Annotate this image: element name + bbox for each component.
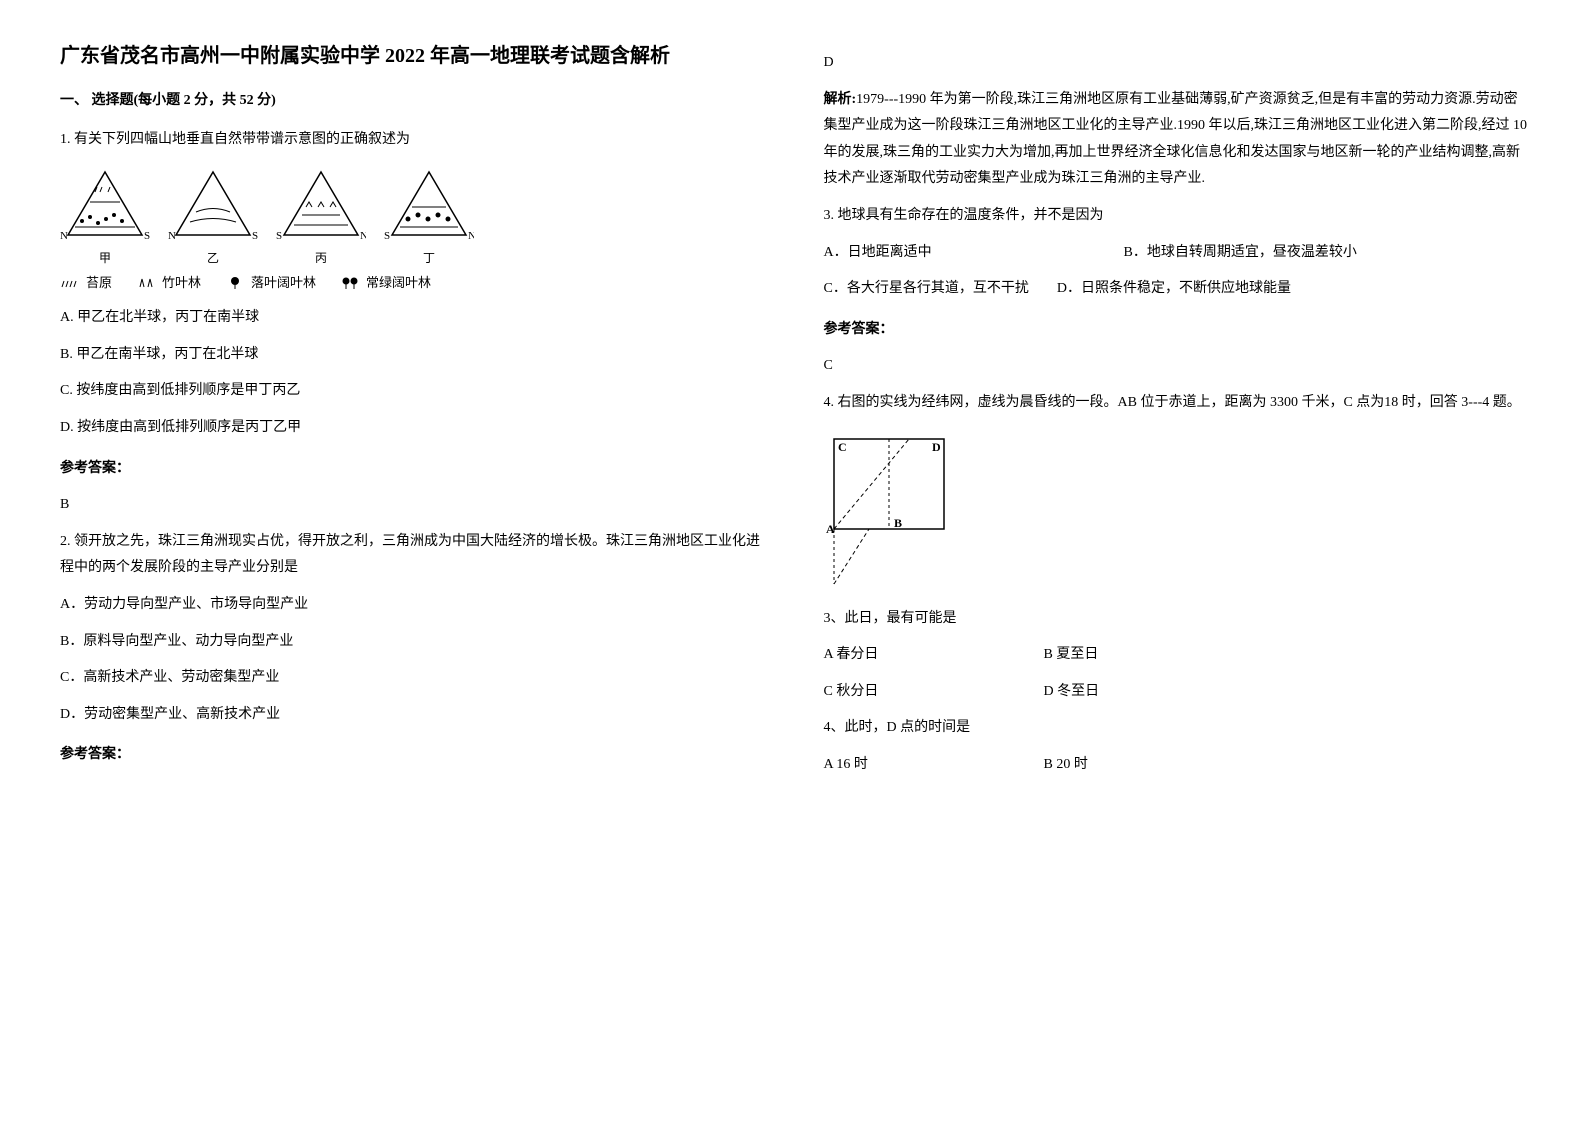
mountain-yi: N S 乙 [168,167,258,266]
mountain-jia: N S 甲 [60,167,150,266]
q2-opt-d: D．劳动密集型产业、高新技术产业 [60,702,764,729]
q4-sub3-opt-b: B 夏至日 [1044,642,1099,669]
q4-sub4-ab: A 16 时 B 20 时 [824,752,1528,779]
q1-answer-label: 参考答案： [60,456,764,483]
graticule-svg: C D A B [824,429,954,589]
mountain-ding-label: 丁 [423,249,435,266]
q1-opt-a: A. 甲乙在北半球，丙丁在南半球 [60,305,764,332]
left-column: 广东省茂名市高州一中附属实验中学 2022 年高一地理联考试题含解析 一、 选择… [60,40,764,789]
exam-title: 广东省茂名市高州一中附属实验中学 2022 年高一地理联考试题含解析 [60,40,764,72]
q1-opt-c: C. 按纬度由高到低排列顺序是甲丁丙乙 [60,378,764,405]
q1-answer: B [60,492,764,519]
grid-label-d: D [932,440,941,454]
q4-graticule-diagram: C D A B [824,429,1528,594]
q1-opt-b: B. 甲乙在南半球，丙丁在北半球 [60,342,764,369]
q4-sub3-stem: 3、此日，最有可能是 [824,606,1528,633]
q4-sub3-ab: A 春分日 B 夏至日 [824,642,1528,669]
mountain-bing: S N 丙 [276,167,366,266]
q2-answer-label: 参考答案： [60,742,764,769]
q4-sub3-opt-c: C 秋分日 [824,679,1044,706]
legend-evergreen-label: 常绿阔叶林 [366,272,431,291]
q2-opt-a: A．劳动力导向型产业、市场导向型产业 [60,592,764,619]
q2-opt-c: C．高新技术产业、劳动密集型产业 [60,665,764,692]
legend-evergreen: 常绿阔叶林 [340,272,431,291]
q3-opt-b: B．地球自转周期适宜，昼夜温差较小 [1124,240,1357,267]
mountain-ding-svg: S N [384,167,474,247]
deciduous-icon [225,275,245,289]
q4-sub4-stem: 4、此时，D 点的时间是 [824,715,1528,742]
right-column: D 解析:1979---1990 年为第一阶段,珠江三角洲地区原有工业基础薄弱,… [824,40,1528,789]
grid-label-a: A [826,522,835,536]
q1-legend: 苔原 竹叶林 落叶阔叶林 常绿阔叶林 [60,272,764,291]
mountain-ding: S N 丁 [384,167,474,266]
q3-answer: C [824,353,1528,380]
q2-analysis: 解析:1979---1990 年为第一阶段,珠江三角洲地区原有工业基础薄弱,矿产… [824,87,1528,193]
q4-sub4-opt-a: A 16 时 [824,752,1044,779]
q2-analysis-label: 解析: [824,92,857,107]
grid-label-b: B [894,516,902,530]
mountain-yi-right: S [252,230,258,242]
evergreen-icon [340,275,360,289]
mountain-jia-label: 甲 [99,249,111,266]
q2-opt-b: B．原料导向型产业、动力导向型产业 [60,629,764,656]
q3-opt-a: A．日地距离适中 [824,240,1124,267]
q3-stem: 3. 地球具有生命存在的温度条件，并不是因为 [824,203,1528,230]
q4-sub4-opt-b: B 20 时 [1044,752,1088,779]
q3-opt-d: D．日照条件稳定，不断供应地球能量 [1057,281,1291,296]
q4-sub3-opt-d: D 冬至日 [1044,679,1100,706]
q1-opt-d: D. 按纬度由高到低排列顺序是丙丁乙甲 [60,415,764,442]
mountain-yi-label: 乙 [207,249,219,266]
q3-opts-cd: C．各大行星各行其道，互不干扰 D．日照条件稳定，不断供应地球能量 [824,276,1528,303]
mountain-bing-svg: S N [276,167,366,247]
q1-stem: 1. 有关下列四幅山地垂直自然带带谱示意图的正确叙述为 [60,127,764,154]
mountain-ding-right: N [468,230,474,242]
q2-answer: D [824,50,1528,77]
q4-sub3-cd: C 秋分日 D 冬至日 [824,679,1528,706]
legend-deciduous: 落叶阔叶林 [225,272,316,291]
mountain-bing-left: S [276,230,282,242]
mountain-jia-right: S [144,230,150,242]
q3-opts-ab: A．日地距离适中 B．地球自转周期适宜，昼夜温差较小 [824,240,1528,267]
legend-deciduous-label: 落叶阔叶林 [251,272,316,291]
mountain-jia-svg: N S [60,167,150,247]
section-1-header: 一、 选择题(每小题 2 分，共 52 分) [60,88,764,115]
mountain-yi-left: N [168,230,176,242]
q3-opt-c: C．各大行星各行其道，互不干扰 [824,281,1029,296]
q2-stem: 2. 领开放之先，珠江三角洲现实占优，得开放之利，三角洲成为中国大陆经济的增长极… [60,529,764,582]
mountain-ding-left: S [384,230,390,242]
legend-bamboo-label: 竹叶林 [162,272,201,291]
mountain-bing-label: 丙 [315,249,327,266]
grassland-icon [60,275,80,289]
mountain-jia-left: N [60,230,68,242]
bamboo-icon [136,275,156,289]
q2-analysis-text: 1979---1990 年为第一阶段,珠江三角洲地区原有工业基础薄弱,矿产资源贫… [824,92,1528,187]
q1-mountain-diagrams: N S 甲 N S 乙 [60,167,764,266]
q4-sub3-opt-a: A 春分日 [824,642,1044,669]
q3-answer-label: 参考答案： [824,317,1528,344]
legend-bamboo: 竹叶林 [136,272,201,291]
legend-grassland: 苔原 [60,272,112,291]
legend-grassland-label: 苔原 [86,272,112,291]
grid-label-c: C [838,440,847,454]
q4-stem: 4. 右图的实线为经纬网，虚线为晨昏线的一段。AB 位于赤道上，距离为 3300… [824,390,1528,417]
mountain-yi-svg: N S [168,167,258,247]
mountain-bing-right: N [360,230,366,242]
